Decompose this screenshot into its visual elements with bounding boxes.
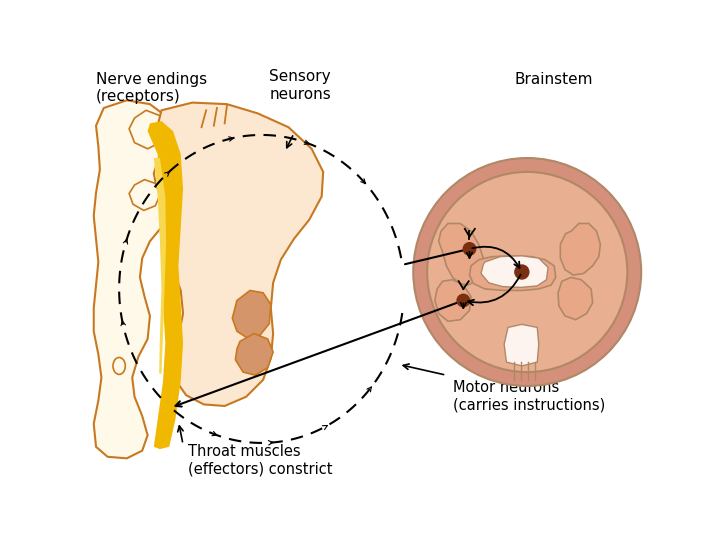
Text: Sensory
neurons: Sensory neurons	[269, 69, 331, 102]
Polygon shape	[504, 324, 539, 366]
Polygon shape	[469, 256, 556, 290]
Text: Motor neurons
(carries instructions): Motor neurons (carries instructions)	[453, 380, 605, 412]
Text: Throat muscles
(effectors) constrict: Throat muscles (effectors) constrict	[189, 445, 333, 477]
Polygon shape	[558, 277, 593, 320]
Circle shape	[427, 172, 628, 372]
Circle shape	[463, 242, 476, 256]
Polygon shape	[560, 224, 600, 275]
Text: Nerve endings
(receptors): Nerve endings (receptors)	[96, 72, 208, 104]
Polygon shape	[154, 158, 166, 374]
Text: Brainstem: Brainstem	[515, 72, 594, 87]
Ellipse shape	[113, 358, 125, 374]
Polygon shape	[129, 110, 166, 149]
Polygon shape	[435, 280, 471, 321]
Circle shape	[456, 294, 470, 307]
Polygon shape	[94, 100, 169, 458]
Polygon shape	[129, 179, 160, 211]
Polygon shape	[158, 103, 323, 406]
Circle shape	[414, 158, 641, 386]
Polygon shape	[481, 256, 548, 287]
Polygon shape	[147, 121, 183, 449]
Polygon shape	[439, 224, 484, 285]
Polygon shape	[236, 334, 273, 375]
Circle shape	[514, 264, 529, 280]
Polygon shape	[232, 290, 271, 338]
